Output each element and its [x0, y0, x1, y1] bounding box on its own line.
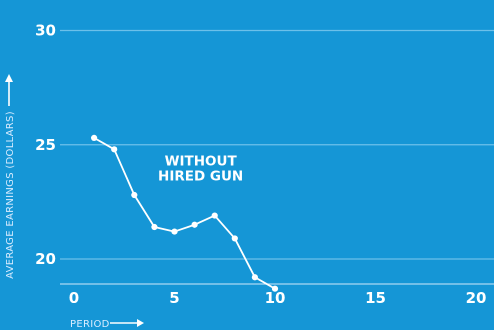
x-axis-arrow-head — [137, 319, 144, 327]
x-axis-label: PERIOD — [70, 319, 110, 330]
x-tick-label-10: 10 — [265, 289, 286, 307]
x-tick-label-0: 0 — [69, 289, 79, 307]
x-tick-label-20: 20 — [466, 289, 487, 307]
x-tick-label-5: 5 — [169, 289, 179, 307]
series-1-point-2 — [111, 146, 118, 153]
series-line-1 — [93, 137, 276, 290]
axes: 202530354005101520PERIODAVERAGE EARNINGS… — [5, 22, 494, 330]
series-1-point-5 — [171, 228, 178, 235]
y-tick-label-20: 20 — [35, 250, 56, 268]
series-1-point-1 — [91, 134, 98, 141]
gridlines — [60, 29, 494, 260]
series-lines — [91, 134, 279, 292]
series-1-point-6 — [191, 221, 198, 228]
x-tick-label-15: 15 — [365, 289, 386, 307]
y-tick-label-30: 30 — [35, 22, 56, 40]
y-axis-arrow-head — [5, 74, 13, 82]
series-1-point-3 — [131, 191, 138, 199]
series-1-point-10 — [271, 285, 279, 292]
series-1-point-9 — [251, 274, 258, 281]
annotation-1: WITHOUT HIRED GUN — [158, 153, 243, 184]
series-1-point-4 — [151, 223, 158, 231]
series-1-point-7 — [211, 212, 218, 219]
y-tick-label-25: 25 — [35, 136, 56, 154]
series-1-point-8 — [231, 235, 238, 242]
y-axis-label: AVERAGE EARNINGS (DOLLARS) — [5, 111, 16, 279]
